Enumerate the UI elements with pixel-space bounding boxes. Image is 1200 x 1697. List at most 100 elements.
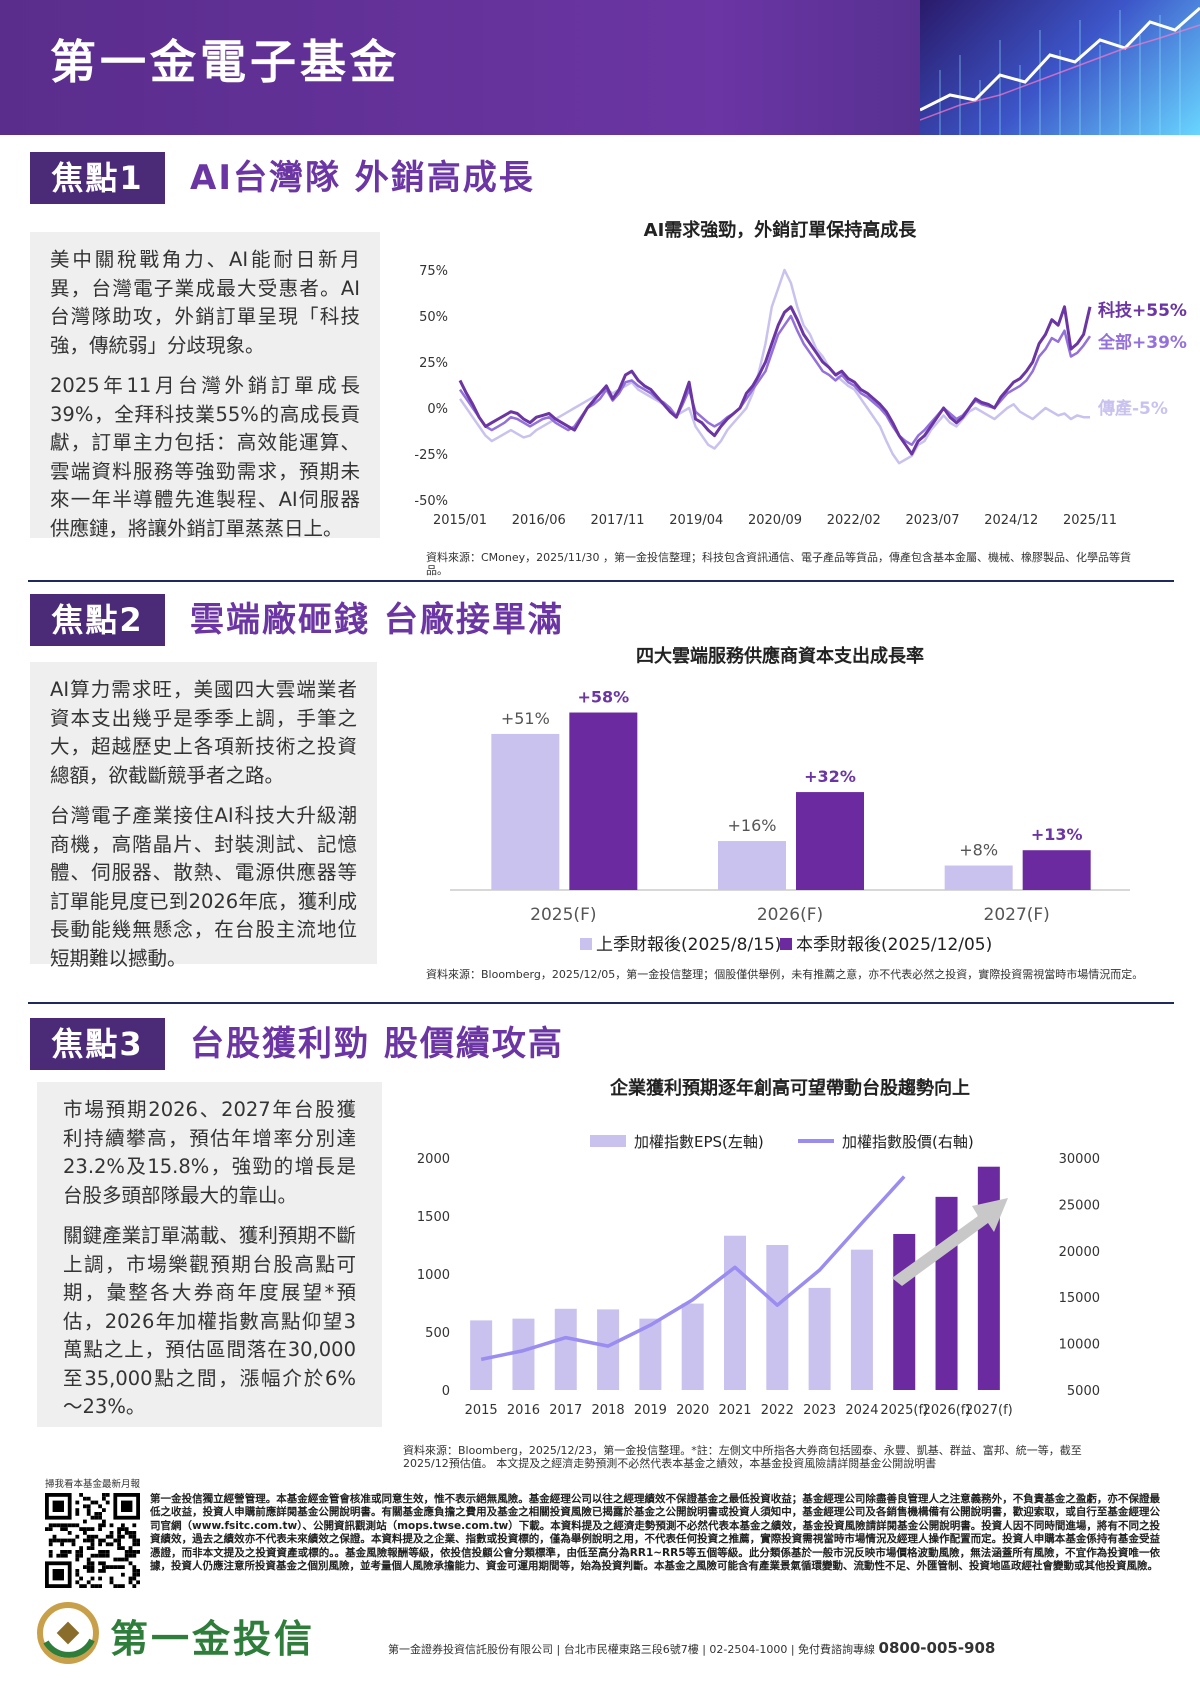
focus3-paragraph-2: 關鍵產業訂單滿載、獲利預期不斷上調，市場樂觀預期台股高點可期，彙整各大券商年度展… <box>63 1224 356 1418</box>
chart3-legend-label: 加權指數股價(右軸) <box>842 1133 974 1151</box>
qr-module <box>86 1569 91 1573</box>
focus2-paragraph-2: 台灣電子產業接住AI科技大升級潮商機，高階晶片、封裝測試、記憶體、伺服器、散熱、… <box>50 804 357 970</box>
qr-module <box>98 1515 102 1520</box>
qr-module <box>48 1542 53 1547</box>
qr-module <box>113 1538 118 1543</box>
chart2-legend-swatch <box>780 938 792 950</box>
qr-module <box>48 1553 53 1558</box>
chart1-ytick-label: -50% <box>414 494 448 509</box>
chart3-left-tick-label: 500 <box>425 1326 450 1341</box>
qr-finder <box>52 1569 64 1581</box>
qr-module <box>60 1553 64 1558</box>
trend-arrow-icon <box>892 1198 1008 1286</box>
chart3-right-tick-label: 25000 <box>1059 1198 1100 1213</box>
chart2-source: 資料來源：Bloomberg，2025/12/05，第一金投信整理；個股僅供舉例… <box>426 968 1144 981</box>
qr-module <box>83 1519 87 1524</box>
qr-module <box>136 1572 140 1577</box>
qr-module <box>83 1531 87 1535</box>
chart2-bar <box>1022 850 1091 890</box>
qr-module <box>117 1531 121 1535</box>
chart2-legend-swatch <box>580 938 592 950</box>
chart1-xtick-label: 2025/11 <box>1063 513 1117 528</box>
chart1-xtick-label: 2023/07 <box>905 513 959 528</box>
qr-module <box>48 1538 53 1543</box>
qr-module <box>48 1550 53 1554</box>
qr-module <box>90 1534 95 1539</box>
chart1-series-line <box>458 268 1090 465</box>
qr-code[interactable] <box>45 1493 140 1588</box>
qr-module <box>132 1550 137 1554</box>
qr-module <box>121 1572 125 1577</box>
qr-finder <box>121 1500 133 1512</box>
chart3-eps-bar <box>766 1245 789 1390</box>
section-divider-2 <box>28 1002 1174 1004</box>
chart3-xtick-label: 2023 <box>803 1403 836 1418</box>
chart1-xtick-label: 2020/09 <box>748 513 802 528</box>
chart3-eps-bar <box>554 1308 577 1390</box>
chart3-right-tick-label: 15000 <box>1059 1291 1100 1306</box>
footer-hotline: 0800-005-908 <box>878 1639 996 1657</box>
focus3-textbox: 市場預期2026、2027年台股獲利持續攀高，預估年增率分別達23.2%及15.… <box>37 1082 382 1427</box>
qr-module <box>128 1553 133 1558</box>
qr-module <box>86 1508 91 1512</box>
qr-module <box>94 1553 99 1558</box>
qr-module <box>132 1542 137 1547</box>
footer-address: 第一金證券投資信託股份有限公司 | 台北市民權東路三段6號7樓 | 02-250… <box>388 1643 876 1656</box>
qr-module <box>86 1565 91 1569</box>
chart1-xtick-label: 2024/12 <box>984 513 1038 528</box>
chart3-eps-bar <box>935 1196 958 1390</box>
qr-module <box>83 1565 87 1569</box>
chart1-ytick-label: 75% <box>419 264 448 279</box>
chart2-legend-label: 上季財報後(2025/8/15) <box>596 935 781 955</box>
chart2-bar <box>718 841 786 890</box>
chart3-xtick-label: 2021 <box>718 1403 751 1418</box>
qr-module <box>64 1538 68 1543</box>
chart2-bar-chart: +51% +58% 2025(F) +16% +32% 2026(F) +8% +13% 202… <box>450 688 1130 955</box>
qr-module <box>71 1542 76 1547</box>
qr-module <box>109 1531 114 1535</box>
qr-module <box>75 1512 80 1516</box>
qr-module <box>64 1553 68 1558</box>
chart1-series-label: 全部+39% <box>1097 332 1187 353</box>
qr-module <box>64 1523 68 1528</box>
qr-module <box>98 1561 102 1566</box>
qr-module <box>136 1550 140 1554</box>
qr-module <box>102 1550 106 1554</box>
qr-module <box>86 1580 91 1585</box>
qr-module <box>83 1527 87 1531</box>
qr-module <box>117 1565 121 1569</box>
chart3-left-tick-label: 1500 <box>417 1210 450 1225</box>
qr-module <box>75 1534 80 1539</box>
focus3-paragraph-1: 市場預期2026、2027年台股獲利持續攀高，預估年增率分別達23.2%及15.… <box>63 1098 356 1207</box>
chart1-source: 資料來源：CMoney，2025/11/30 ，第一金投信整理；科技包含資訊通信… <box>426 551 1132 577</box>
chart3-eps-bar <box>893 1233 916 1390</box>
chart3-index-line <box>480 1175 906 1362</box>
chart3-eps-bar <box>850 1249 873 1390</box>
qr-module <box>90 1584 95 1588</box>
qr-module <box>98 1523 102 1528</box>
qr-module <box>102 1508 106 1512</box>
qr-module <box>117 1527 121 1531</box>
qr-module <box>98 1569 102 1573</box>
qr-module <box>98 1527 102 1531</box>
chart2-data-label: +51% <box>501 709 550 728</box>
qr-module <box>136 1580 140 1585</box>
qr-module <box>128 1534 133 1539</box>
chart3-xtick-label: 2015 <box>465 1403 498 1418</box>
qr-module <box>117 1542 121 1547</box>
qr-module <box>98 1550 102 1554</box>
chart3-eps-bar <box>681 1303 704 1390</box>
qr-module <box>128 1546 133 1550</box>
qr-module <box>128 1561 133 1566</box>
qr-module <box>75 1569 80 1573</box>
qr-module <box>67 1550 72 1554</box>
focus2-title: 雲端廠砸錢 台廠接單滿 <box>190 600 564 640</box>
chart3-xtick-label: 2025(f) <box>880 1403 928 1418</box>
chart2-category-label: 2027(F) <box>984 905 1050 925</box>
chart1-ytick-label: -25% <box>414 448 448 463</box>
chart3-right-tick-label: 20000 <box>1059 1245 1100 1260</box>
chart3-eps-bar <box>639 1318 662 1390</box>
chart1-ytick-label: 0% <box>427 402 448 417</box>
chart3-left-tick-label: 0 <box>442 1384 450 1399</box>
qr-module <box>79 1493 83 1497</box>
